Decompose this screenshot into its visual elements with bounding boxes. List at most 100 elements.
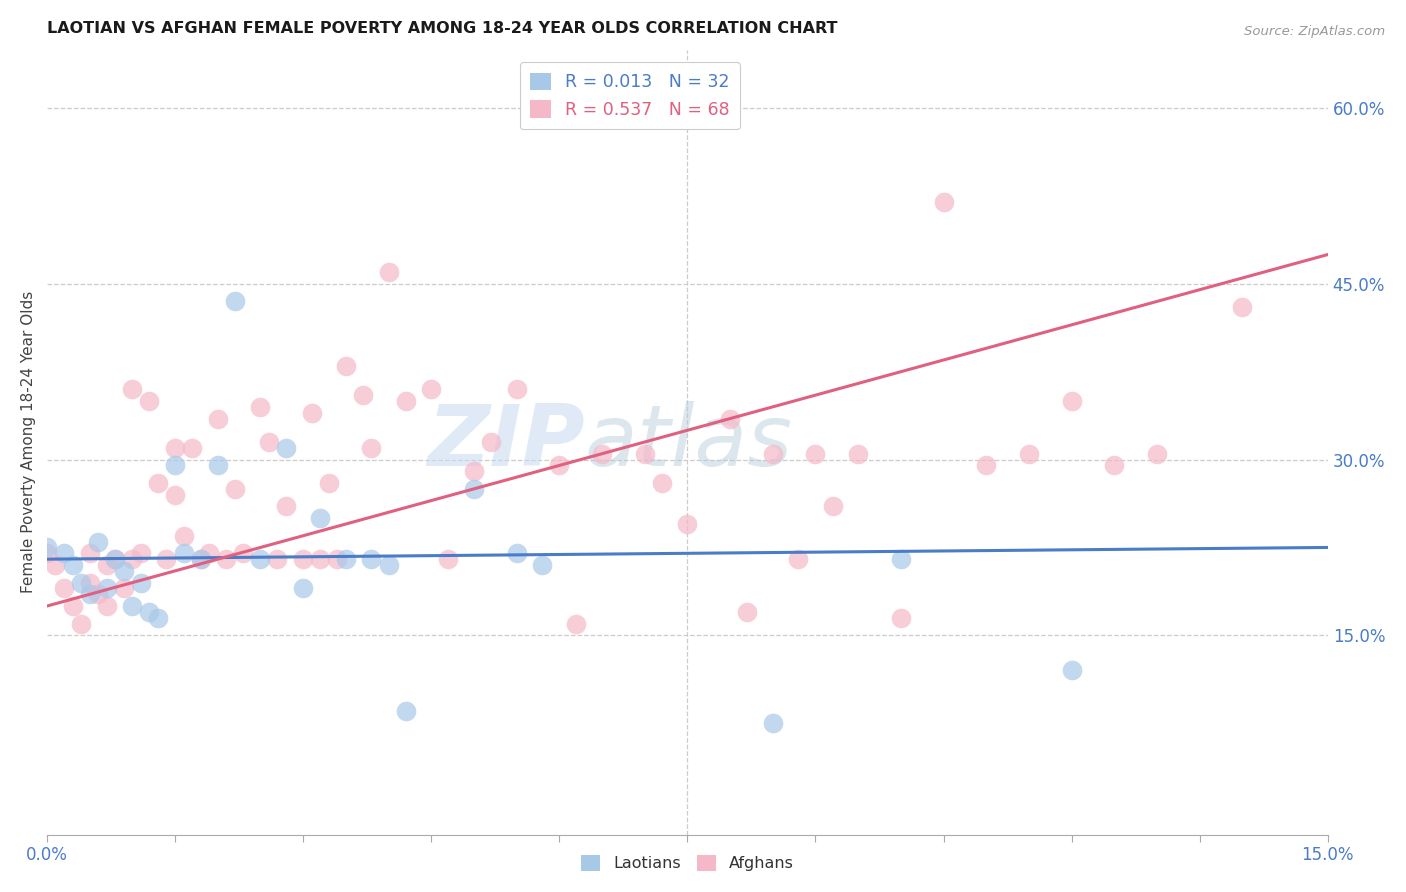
Point xyxy=(163,441,186,455)
Point xyxy=(762,716,785,731)
Point xyxy=(301,406,323,420)
Point xyxy=(890,611,912,625)
Point xyxy=(215,552,238,566)
Point xyxy=(181,441,204,455)
Point xyxy=(479,435,502,450)
Text: ZIP: ZIP xyxy=(427,401,585,483)
Point xyxy=(87,587,110,601)
Point xyxy=(163,488,186,502)
Point xyxy=(1018,447,1040,461)
Point xyxy=(787,552,810,566)
Point xyxy=(138,394,160,409)
Point xyxy=(190,552,212,566)
Point xyxy=(932,194,955,209)
Point xyxy=(146,475,169,490)
Point xyxy=(79,575,101,590)
Point xyxy=(129,575,152,590)
Point xyxy=(326,552,349,566)
Point xyxy=(292,552,315,566)
Point xyxy=(198,546,221,560)
Point xyxy=(112,564,135,578)
Point xyxy=(35,546,58,560)
Text: Source: ZipAtlas.com: Source: ZipAtlas.com xyxy=(1244,25,1385,38)
Point xyxy=(96,599,118,613)
Point xyxy=(163,458,186,473)
Point xyxy=(274,500,297,514)
Point xyxy=(62,599,84,613)
Point xyxy=(249,552,271,566)
Point xyxy=(821,500,844,514)
Point xyxy=(394,705,416,719)
Point xyxy=(394,394,416,409)
Point xyxy=(96,582,118,596)
Point xyxy=(591,447,613,461)
Point xyxy=(360,441,382,455)
Point xyxy=(257,435,280,450)
Point xyxy=(129,546,152,560)
Point xyxy=(96,558,118,572)
Point xyxy=(377,265,399,279)
Point xyxy=(173,529,195,543)
Point xyxy=(335,359,357,373)
Point xyxy=(44,558,66,572)
Point xyxy=(360,552,382,566)
Point xyxy=(112,582,135,596)
Point xyxy=(762,447,785,461)
Point xyxy=(146,611,169,625)
Point xyxy=(207,458,229,473)
Point xyxy=(173,546,195,560)
Legend: Laotians, Afghans: Laotians, Afghans xyxy=(575,848,800,878)
Point xyxy=(335,552,357,566)
Point xyxy=(1104,458,1126,473)
Text: LAOTIAN VS AFGHAN FEMALE POVERTY AMONG 18-24 YEAR OLDS CORRELATION CHART: LAOTIAN VS AFGHAN FEMALE POVERTY AMONG 1… xyxy=(46,21,838,36)
Point xyxy=(70,616,93,631)
Point xyxy=(735,605,758,619)
Point xyxy=(1060,394,1083,409)
Point xyxy=(309,511,332,525)
Point xyxy=(505,546,527,560)
Text: atlas: atlas xyxy=(585,401,793,483)
Point xyxy=(70,575,93,590)
Point xyxy=(292,582,315,596)
Point xyxy=(121,552,143,566)
Point xyxy=(463,482,485,496)
Point xyxy=(531,558,554,572)
Point xyxy=(224,294,246,309)
Point xyxy=(104,552,127,566)
Y-axis label: Female Poverty Among 18-24 Year Olds: Female Poverty Among 18-24 Year Olds xyxy=(21,291,35,593)
Point xyxy=(651,475,673,490)
Point xyxy=(974,458,997,473)
Point xyxy=(1146,447,1168,461)
Point xyxy=(104,552,127,566)
Point xyxy=(718,411,741,425)
Point xyxy=(79,546,101,560)
Point xyxy=(1232,300,1254,314)
Point xyxy=(505,382,527,396)
Point xyxy=(1060,664,1083,678)
Point xyxy=(53,546,76,560)
Point xyxy=(266,552,288,566)
Point xyxy=(309,552,332,566)
Point xyxy=(318,475,340,490)
Point xyxy=(634,447,657,461)
Point xyxy=(121,599,143,613)
Point xyxy=(207,411,229,425)
Point xyxy=(420,382,443,396)
Point xyxy=(232,546,254,560)
Point xyxy=(87,534,110,549)
Point xyxy=(249,400,271,414)
Point xyxy=(846,447,869,461)
Point xyxy=(138,605,160,619)
Point xyxy=(437,552,460,566)
Point xyxy=(155,552,177,566)
Point xyxy=(121,382,143,396)
Point xyxy=(53,582,76,596)
Point xyxy=(565,616,588,631)
Point xyxy=(352,388,374,402)
Point xyxy=(274,441,297,455)
Point xyxy=(377,558,399,572)
Point xyxy=(890,552,912,566)
Point xyxy=(62,558,84,572)
Point xyxy=(224,482,246,496)
Point xyxy=(463,464,485,478)
